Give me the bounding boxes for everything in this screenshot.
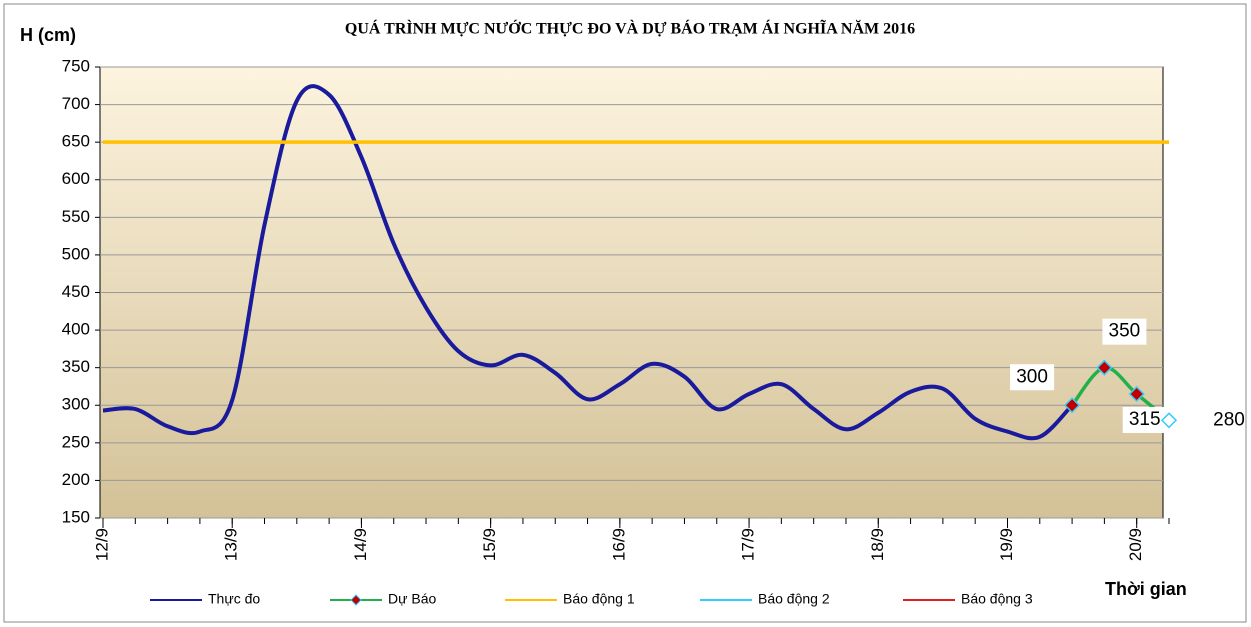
data-label: 315 (1129, 409, 1161, 430)
data-label: 350 (1109, 321, 1141, 342)
legend-label: Báo động 2 (758, 591, 830, 607)
y-tick-label: 750 (62, 56, 90, 75)
y-tick-label: 450 (62, 282, 90, 301)
data-label: 300 (1016, 366, 1048, 387)
data-label-box (1102, 318, 1147, 345)
data-label-box (1122, 406, 1167, 433)
legend-label: Thực đo (208, 591, 260, 607)
legend-marker (350, 594, 362, 606)
x-tick-label: 12/9 (92, 528, 111, 561)
forecast-marker (1128, 385, 1145, 403)
y-tick-label: 400 (62, 320, 90, 339)
legend-label: Báo động 1 (563, 591, 635, 607)
y-tick-label: 500 (62, 244, 90, 263)
x-tick-label: 14/9 (351, 528, 370, 561)
y-tick-label: 300 (62, 395, 90, 414)
y-tick-label: 200 (62, 470, 90, 489)
x-tick-label: 15/9 (480, 528, 499, 561)
y-tick-label: 350 (62, 357, 90, 376)
data-label-box (1010, 364, 1055, 391)
chart-title: QUÁ TRÌNH MỰC NƯỚC THỰC ĐO VÀ DỰ BÁO TRẠ… (345, 19, 915, 38)
x-tick-label: 16/9 (609, 528, 628, 561)
legend-label: Báo động 3 (961, 591, 1033, 607)
y-axis-label: H (cm) (20, 25, 76, 45)
x-tick-label: 19/9 (997, 528, 1016, 561)
x-tick-label: 20/9 (1126, 528, 1145, 561)
y-tick-label: 650 (62, 132, 90, 151)
data-label: 280 (1213, 409, 1245, 430)
y-tick-label: 700 (62, 94, 90, 113)
y-tick-label: 250 (62, 432, 90, 451)
x-tick-label: 17/9 (739, 528, 758, 561)
x-tick-label: 13/9 (222, 528, 241, 561)
forecast-marker (1160, 412, 1178, 429)
series-line (102, 84, 1074, 441)
x-axis-label: Thời gian (1105, 579, 1187, 599)
y-tick-label: 600 (62, 169, 90, 188)
y-tick-label: 150 (62, 507, 90, 526)
forecast-marker (1064, 397, 1081, 414)
x-tick-label: 18/9 (868, 528, 887, 561)
forecast-marker (1096, 359, 1113, 376)
y-tick-label: 550 (62, 207, 90, 226)
legend-label: Dự Báo (388, 591, 436, 607)
